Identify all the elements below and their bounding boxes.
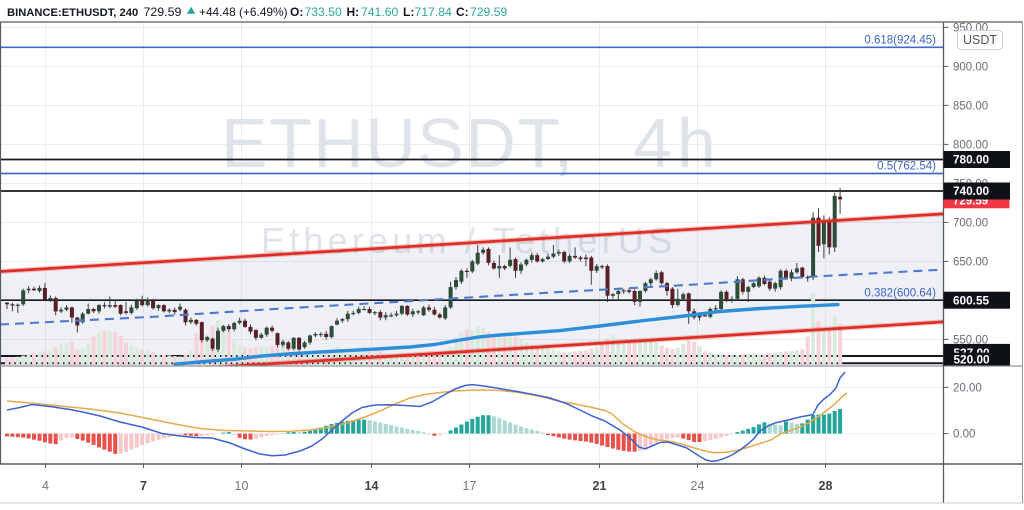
svg-text:700.00: 700.00	[953, 217, 988, 229]
svg-text:650.00: 650.00	[953, 256, 988, 268]
svg-text:900.00: 900.00	[953, 61, 988, 73]
svg-text:H:: H:	[347, 5, 360, 19]
svg-text:4: 4	[42, 479, 49, 493]
svg-text:800.00: 800.00	[953, 139, 988, 151]
svg-text:10: 10	[235, 479, 249, 493]
svg-text:729.59: 729.59	[144, 5, 182, 19]
svg-text:BINANCE:ETHUSDT, 240: BINANCE:ETHUSDT, 240	[7, 7, 138, 19]
svg-text:717.84: 717.84	[415, 5, 452, 19]
svg-text:733.50: 733.50	[305, 5, 342, 19]
svg-text:780.00: 780.00	[953, 153, 990, 167]
svg-text:O:: O:	[290, 5, 303, 19]
svg-text:USDT: USDT	[963, 33, 997, 47]
svg-text:0.618(924.45): 0.618(924.45)	[864, 35, 936, 47]
svg-text:20.00: 20.00	[953, 382, 982, 394]
svg-text:24: 24	[691, 479, 705, 493]
svg-text:741.60: 741.60	[361, 5, 398, 19]
svg-text:L:: L:	[403, 5, 414, 19]
svg-text:7: 7	[140, 479, 147, 493]
svg-text:14: 14	[365, 479, 379, 493]
svg-text:600.55: 600.55	[953, 293, 990, 307]
svg-text:4h: 4h	[633, 104, 721, 182]
svg-text:520.00: 520.00	[954, 352, 991, 366]
svg-text:0.5(762.54): 0.5(762.54)	[877, 161, 936, 173]
svg-text:+44.48 (+6.49%): +44.48 (+6.49%)	[199, 5, 288, 19]
svg-text:28: 28	[819, 479, 833, 493]
svg-text:850.00: 850.00	[953, 100, 988, 112]
svg-text:17: 17	[463, 479, 477, 493]
svg-text:0.00: 0.00	[953, 429, 975, 441]
svg-text:729.59: 729.59	[470, 5, 507, 19]
svg-text:740.00: 740.00	[953, 184, 990, 198]
svg-text:ETHUSDT,: ETHUSDT,	[221, 104, 574, 182]
svg-text:0.382(600.64): 0.382(600.64)	[864, 288, 936, 300]
svg-text:C:: C:	[456, 5, 469, 19]
svg-text:21: 21	[593, 479, 607, 493]
